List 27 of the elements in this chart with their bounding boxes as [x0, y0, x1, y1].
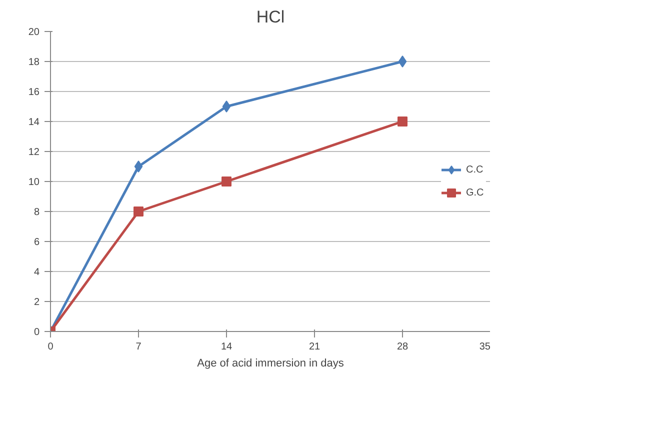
point — [222, 176, 232, 186]
point — [134, 206, 144, 216]
x-tick-label: 0 — [48, 342, 54, 352]
x-tick-label: 14 — [220, 342, 232, 352]
y-tick-label: 2 — [34, 297, 40, 308]
x-tick-label: 35 — [479, 342, 491, 352]
x-tick-label: 21 — [308, 342, 320, 352]
y-tick-label: 20 — [28, 27, 40, 38]
y-tick-label: 16 — [28, 87, 40, 98]
chart-title: HCl — [256, 8, 285, 26]
legend-label: G.C — [466, 187, 485, 198]
y-tick-label: 18 — [28, 57, 40, 68]
point — [222, 100, 231, 112]
y-tick-label: 14 — [28, 117, 40, 128]
y-tick-label: 8 — [34, 207, 40, 218]
y-tick-label: 0 — [34, 327, 40, 338]
y-tick-label: 4 — [34, 267, 40, 278]
point — [398, 116, 408, 126]
x-tick-label: 28 — [396, 342, 408, 352]
y-tick-label: 6 — [34, 237, 40, 248]
y-tick-label: 12 — [28, 147, 40, 158]
x-axis-title: Age of acid immersion in days — [197, 358, 344, 370]
point — [398, 56, 407, 68]
point — [134, 160, 143, 172]
x-tick-label: 7 — [136, 342, 142, 352]
legend-label: C.C — [466, 164, 484, 175]
y-tick-label: 10 — [28, 177, 40, 188]
